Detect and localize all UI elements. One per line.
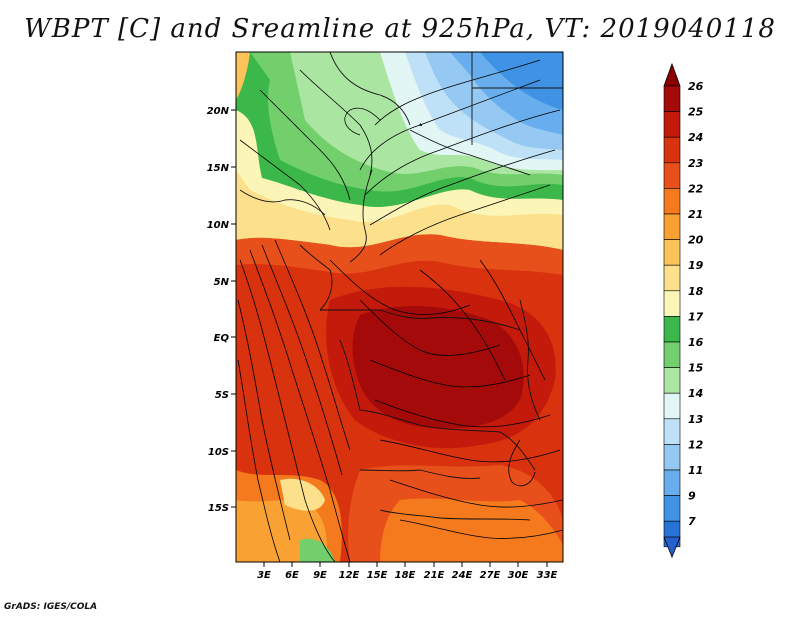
colorbar-label: 20 (688, 234, 704, 247)
lat-label: EQ (214, 333, 230, 344)
streamlines (237, 59, 563, 562)
colorbar-label: 21 (688, 208, 703, 221)
lat-label: 20N (207, 106, 230, 117)
colorbar-cell (663, 444, 681, 471)
colorbar-cell (663, 239, 681, 266)
lon-label: 30E (508, 570, 529, 581)
map-frame (235, 51, 564, 563)
lon-label: 24E (452, 570, 473, 581)
colorbar-label: 11 (688, 464, 703, 477)
colorbar-label: 26 (688, 80, 704, 93)
colorbar-label: 12 (688, 438, 704, 451)
colorbar-cell (663, 469, 681, 496)
lon-label: 9E (313, 570, 327, 581)
credit-text: GrADS: IGES/COLA (4, 602, 98, 612)
lon-label: 12E (339, 570, 360, 581)
colorbar-cell (663, 290, 681, 317)
colorbar-top-arrow (663, 62, 681, 87)
colorbar-cell (663, 392, 681, 420)
colorbar-label: 22 (688, 182, 704, 195)
colorbar-cell (663, 188, 681, 215)
lon-label: 15E (367, 570, 388, 581)
colorbar-cell (663, 316, 681, 343)
lon-label: 27E (480, 570, 501, 581)
map-panel (236, 52, 563, 562)
colorbar-cell (663, 341, 681, 368)
lat-label: 5N (214, 277, 230, 288)
lat-label: 10S (208, 447, 229, 458)
colorbar-cell (663, 111, 681, 138)
lon-label: 3E (257, 570, 271, 581)
colorbar-label: 19 (688, 259, 704, 272)
lon-label: 33E (537, 570, 558, 581)
colorbar-label: 13 (688, 413, 704, 426)
colorbar-cell (663, 264, 681, 292)
colorbar-cell (663, 85, 681, 112)
colorbar: 26 25 24 23 22 21 20 19 18 17 16 15 14 13 12 11 9 7 (663, 62, 704, 559)
latitude-axis: 20N 15N 10N 5N EQ 5S 10S 15S (207, 106, 236, 514)
colorbar-label: 14 (688, 387, 703, 400)
colorbar-cell (663, 418, 681, 445)
colorbar-label: 7 (688, 515, 696, 528)
colorbar-label: 18 (688, 285, 704, 298)
lat-label: 15S (208, 503, 229, 514)
colorbar-cell (663, 367, 681, 394)
colorbar-label: 9 (688, 490, 696, 503)
colorbar-cell (663, 162, 681, 189)
lon-label: 18E (395, 570, 416, 581)
map-title: WBPT [C] and Sreamline at 925hPa, VT: 20… (24, 14, 776, 44)
colorbar-label: 23 (688, 157, 704, 170)
lat-label: 5S (215, 390, 229, 401)
colorbar-label: 24 (688, 131, 703, 144)
lon-label: 21E (424, 570, 445, 581)
country-borders (239, 52, 563, 521)
colorbar-label: 17 (688, 310, 704, 323)
colorbar-bottom-arrow (663, 536, 681, 559)
lon-label: 6E (285, 570, 299, 581)
colorbar-label: 15 (688, 362, 704, 375)
colorbar-cell (663, 213, 681, 240)
lat-label: 15N (207, 163, 230, 174)
longitude-axis: 3E 6E 9E 12E 15E 18E 21E 24E 27E 30E 33E (257, 562, 558, 581)
colorbar-cell (663, 495, 681, 522)
colorbar-cell (663, 136, 681, 164)
colorbar-label: 25 (688, 106, 704, 119)
lat-label: 10N (207, 220, 230, 231)
colorbar-label: 16 (688, 336, 704, 349)
